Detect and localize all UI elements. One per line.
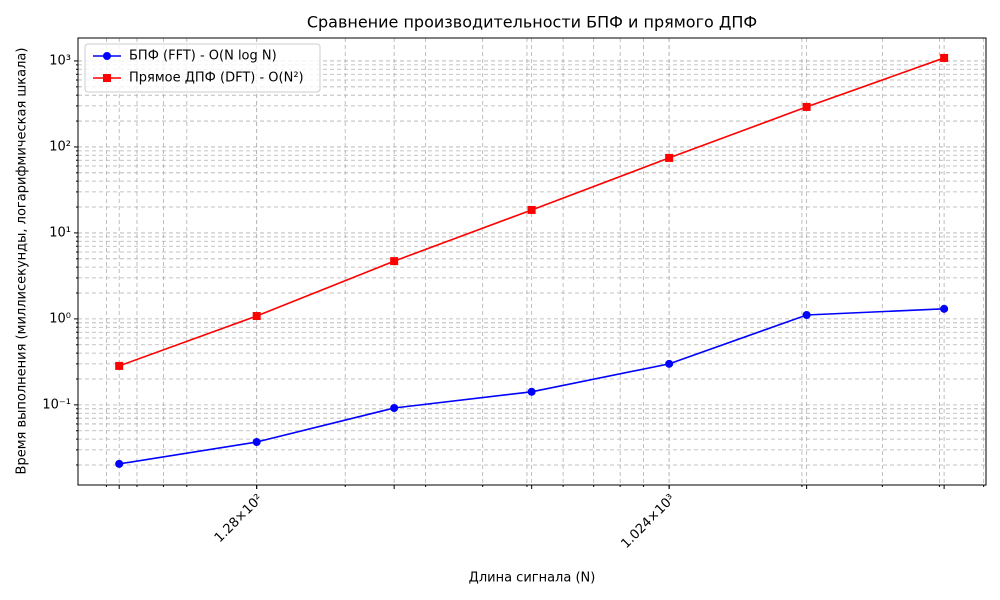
marker [802,102,811,111]
marker [252,312,261,321]
marker [802,311,811,320]
marker [115,459,124,468]
marker [252,438,261,447]
y-tick-label: 10⁰ [49,311,71,326]
y-axis-label: Время выполнения (миллисекунды, логарифм… [15,48,30,475]
marker [665,359,674,368]
legend-box [84,43,321,93]
y-tick-label: 10⁻¹ [42,397,71,412]
plot-frame [77,37,987,486]
marker [390,257,399,266]
y-tick-label: 10³ [49,53,71,68]
legend-label: Прямое ДПФ (DFT) - O(N²) [129,71,304,86]
y-tick-label: 10¹ [49,225,71,240]
y-tick-label: 10² [49,139,71,154]
marker [940,304,949,313]
chart-title: Сравнение производительности БПФ и прямо… [307,13,757,32]
marker [527,205,536,214]
legend-marker [103,74,111,82]
marker [390,403,399,412]
marker [940,53,949,62]
legend-label: БПФ (FFT) - O(N log N) [129,49,277,64]
legend-marker [103,52,111,60]
marker [665,153,674,162]
marker [527,387,536,396]
x-axis-label: Длина сигнала (N) [469,571,596,586]
marker [115,361,124,370]
